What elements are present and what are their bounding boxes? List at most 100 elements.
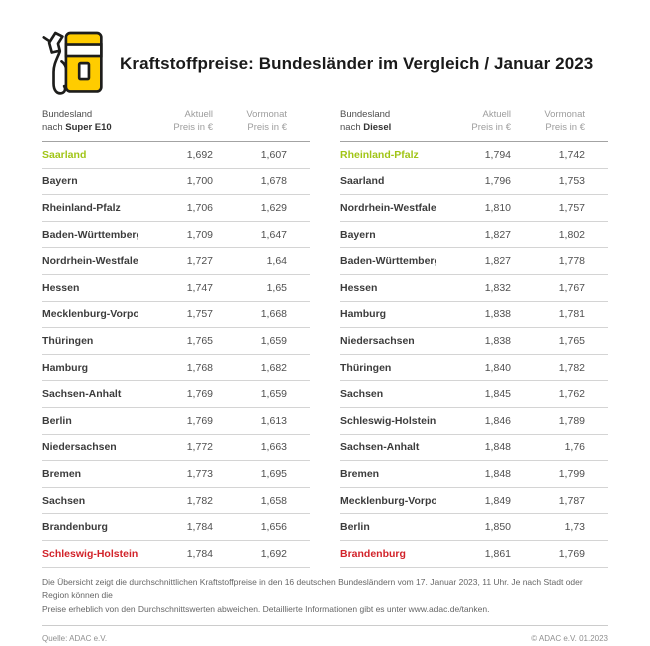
table-row: Schleswig-Holstein 1,784 1,692 [42,541,310,568]
state-name: Hessen [340,281,378,294]
price-previous: 1,668 [260,308,287,321]
table-row: Bremen 1,848 1,799 [340,461,608,488]
column-header-vormonat: Vormonat Preis in € [544,109,585,133]
price-current: 1,840 [484,361,511,374]
state-name: Schleswig-Holstein [340,414,436,427]
table-row: Niedersachsen 1,772 1,663 [42,435,310,462]
table-row: Mecklenburg-Vorpommern 1,757 1,668 [42,302,310,329]
table-row: Sachsen-Anhalt 1,769 1,659 [42,381,310,408]
table-rows: Saarland 1,692 1,607 Bayern 1,700 1,678 … [42,141,310,568]
price-current: 1,794 [484,148,511,161]
price-current: 1,810 [484,201,511,214]
price-current: 1,849 [484,494,511,507]
table-row: Rheinland-Pfalz 1,706 1,629 [42,195,310,222]
state-name: Brandenburg [340,547,406,560]
price-previous: 1,692 [260,547,287,560]
state-name: Berlin [340,521,370,534]
price-current: 1,706 [186,201,213,214]
table-row: Bayern 1,700 1,678 [42,169,310,196]
price-previous: 1,613 [260,414,287,427]
state-name: Mecklenburg-Vorpommern [340,494,436,507]
state-name: Thüringen [42,334,94,347]
price-current: 1,769 [186,414,213,427]
price-current: 1,838 [484,308,511,321]
column-header-bundesland: Bundesland nach Super E10 [42,109,112,133]
table-row: Baden-Württemberg 1,709 1,647 [42,222,310,249]
table-row: Brandenburg 1,861 1,769 [340,541,608,568]
state-name: Bremen [340,467,380,480]
table-row: Bayern 1,827 1,802 [340,222,608,249]
column-header-vormonat: Vormonat Preis in € [246,109,287,133]
copyright-label: © ADAC e.V. 01.2023 [531,634,608,643]
state-name: Bremen [42,467,82,480]
price-previous: 1,647 [260,228,287,241]
price-previous: 1,607 [260,148,287,161]
price-current: 1,782 [186,494,213,507]
table-row: Thüringen 1,840 1,782 [340,355,608,382]
price-previous: 1,757 [558,201,585,214]
table-row: Baden-Württemberg 1,827 1,778 [340,248,608,275]
state-name: Hamburg [42,361,89,374]
price-current: 1,848 [484,441,511,454]
header: Kraftstoffpreise: Bundesländer im Vergle… [42,26,608,102]
table-row: Nordrhein-Westfalen 1,810 1,757 [340,195,608,222]
price-previous: 1,767 [558,281,585,294]
state-name: Bayern [340,228,376,241]
table-row: Sachsen 1,782 1,658 [42,488,310,515]
fuel-pump-icon [42,31,103,95]
column-header-aktuell: Aktuell Preis in € [173,109,213,133]
price-current: 1,784 [186,521,213,534]
price-current: 1,846 [484,414,511,427]
price-previous: 1,778 [558,255,585,268]
price-current: 1,768 [186,361,213,374]
price-current: 1,850 [484,521,511,534]
price-current: 1,832 [484,281,511,294]
table-header: Bundesland nach Diesel Aktuell Preis in … [340,108,608,141]
table-row: Rheinland-Pfalz 1,794 1,742 [340,142,608,169]
table-row: Berlin 1,850 1,73 [340,514,608,541]
price-current: 1,773 [186,467,213,480]
footer-divider [42,625,608,626]
price-current: 1,727 [186,255,213,268]
source-label: Quelle: ADAC e.V. [42,634,108,643]
table-row: Hamburg 1,768 1,682 [42,355,310,382]
table-row: Sachsen-Anhalt 1,848 1,76 [340,435,608,462]
state-name: Berlin [42,414,72,427]
price-previous: 1,682 [260,361,287,374]
price-previous: 1,73 [564,521,585,534]
footnote-line-1: Die Übersicht zeigt die durchschnittlich… [42,576,583,601]
state-name: Saarland [42,148,87,161]
state-name: Niedersachsen [340,334,415,347]
price-previous: 1,769 [558,547,585,560]
table-row: Brandenburg 1,784 1,656 [42,514,310,541]
table-row: Sachsen 1,845 1,762 [340,381,608,408]
table-row: Hamburg 1,838 1,781 [340,302,608,329]
table-row: Mecklenburg-Vorpommern 1,849 1,787 [340,488,608,515]
state-name: Thüringen [340,361,392,374]
price-previous: 1,762 [558,388,585,401]
price-current: 1,700 [186,175,213,188]
footnote-line-2: Preise erheblich von den Durchschnittswe… [42,603,490,614]
table-row: Thüringen 1,765 1,659 [42,328,310,355]
price-current: 1,827 [484,255,511,268]
price-current: 1,765 [186,334,213,347]
price-previous: 1,802 [558,228,585,241]
table-row: Nordrhein-Westfalen 1,727 1,64 [42,248,310,275]
price-current: 1,769 [186,388,213,401]
price-current: 1,861 [484,547,511,560]
state-name: Saarland [340,175,385,188]
table-row: Hessen 1,747 1,65 [42,275,310,302]
page-title: Kraftstoffpreise: Bundesländer im Vergle… [120,54,594,73]
price-current: 1,747 [186,281,213,294]
table-header: Bundesland nach Super E10 Aktuell Preis … [42,108,310,141]
footnote: Die Übersicht zeigt die durchschnittlich… [42,576,608,617]
source-bar: Quelle: ADAC e.V. © ADAC e.V. 01.2023 [42,626,608,643]
table-diesel: Bundesland nach Diesel Aktuell Preis in … [340,108,608,568]
state-name: Baden-Württemberg [340,255,436,268]
tables-container: Bundesland nach Super E10 Aktuell Preis … [42,108,608,568]
state-name: Nordrhein-Westfalen [42,255,138,268]
price-current: 1,848 [484,467,511,480]
price-current: 1,757 [186,308,213,321]
state-name: Sachsen [340,388,384,401]
